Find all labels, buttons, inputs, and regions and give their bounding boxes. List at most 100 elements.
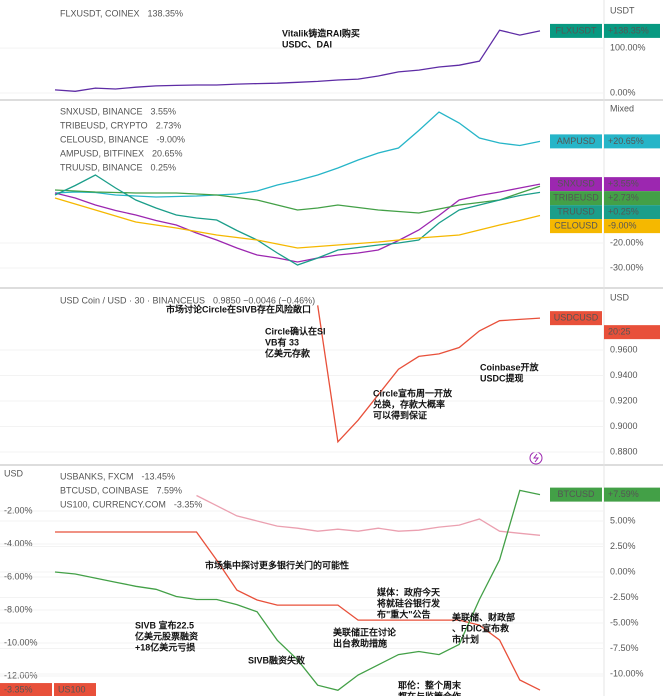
value-badge — [604, 487, 660, 502]
annotation: 、FDIC宣布救 — [452, 622, 510, 633]
name-badge — [550, 205, 602, 220]
axis-label: Mixed — [610, 103, 634, 113]
series-line — [54, 29, 541, 92]
badge-value: +20.65% — [608, 136, 644, 146]
annotation: 出台救助措施 — [333, 637, 387, 648]
name-badge — [550, 134, 602, 149]
axis-label: USD — [610, 292, 630, 302]
annotation: USDC、DAI — [282, 39, 332, 49]
y-tick-label: -10.00% — [4, 637, 38, 647]
annotation: 市场集中探讨更多银行关门的可能性 — [205, 559, 349, 570]
annotation: 都在与监管合作 — [397, 690, 461, 696]
legend-name: SNXUSD, BINANCE — [60, 106, 143, 116]
y-tick-label: -8.00% — [4, 604, 33, 614]
badge-name: AMPUSD — [557, 136, 596, 146]
badge-value: -3.35% — [4, 684, 33, 694]
annotation: 亿美元股票融资 — [135, 630, 198, 641]
price-badge — [0, 683, 52, 696]
alert-icon-bolt — [533, 453, 539, 463]
legend-name: FLXUSDT, COINEX — [60, 8, 140, 18]
y-tick-label: -12.00% — [4, 670, 38, 680]
annotation: 亿美元存款 — [265, 347, 311, 358]
annotation: Coinbase开放 — [480, 361, 540, 372]
annotation: SIVB融资失败 — [248, 654, 306, 665]
y-tick-label: -7.50% — [610, 643, 639, 653]
badge-value: +3.55% — [608, 179, 639, 189]
y-tick-label: 2.50% — [610, 541, 636, 551]
name-badge — [550, 177, 602, 192]
legend-value: 2.73% — [156, 120, 182, 130]
legend-value: -3.35% — [174, 499, 203, 509]
legend-value: 0.25% — [151, 162, 177, 172]
annotation: 市场讨论Circle在SIVB存在风险敞口 — [166, 303, 311, 314]
value-badge — [604, 177, 660, 192]
y-tick-label: 100.00% — [610, 43, 646, 53]
axis-label: USDT — [610, 5, 635, 15]
annotation: 可以得到保证 — [373, 409, 427, 420]
legend-name: CELOUSD, BINANCE — [60, 134, 149, 144]
badge-name: TRIBEUSD — [553, 193, 599, 203]
badge-value: +7.59% — [608, 489, 639, 499]
name-badge — [550, 219, 602, 234]
annotation: Circle确认在SI — [265, 325, 326, 336]
annotation: 兑换，存款大概率 — [373, 398, 445, 409]
legend-name: TRIBEUSD, CRYPTO — [60, 120, 148, 130]
legend-name: AMPUSD, BITFINEX — [60, 148, 144, 158]
value-badge — [604, 134, 660, 149]
value-badge — [604, 23, 660, 38]
y-tick-label: -10.00% — [610, 668, 644, 678]
y-tick-label: -20.00% — [610, 237, 644, 247]
y-tick-label: 0.8800 — [610, 446, 638, 456]
y-tick-label: -5.00% — [610, 617, 639, 627]
name-badge — [550, 487, 602, 502]
annotation: USDC提现 — [480, 372, 524, 383]
annotation: SIVB 宣布22.5 — [135, 619, 194, 630]
badge-value: +2.73% — [608, 193, 639, 203]
annotation: 美联储、财政部 — [452, 611, 515, 622]
annotation: 美联储正在讨论 — [333, 626, 397, 637]
y-tick-label: -4.00% — [4, 538, 33, 548]
name-badge — [550, 23, 602, 38]
value-badge — [604, 191, 660, 206]
legend-value: -9.00% — [157, 134, 186, 144]
legend-name: USBANKS, FXCM — [60, 471, 134, 481]
value-badge — [604, 219, 660, 234]
y-tick-label: 0.00% — [610, 566, 636, 576]
series-line — [196, 494, 541, 536]
annotation: 媒体：政府今天 — [376, 586, 441, 597]
badge-name: BTCUSD — [557, 489, 595, 499]
badge-name: FLXUSDT — [555, 25, 597, 35]
badge-value: 20:25 — [608, 327, 631, 337]
series-line — [54, 183, 541, 263]
annotation: Circle宣布周一开放 — [373, 387, 453, 398]
value-badge — [604, 325, 660, 340]
name-badge — [550, 311, 602, 326]
annotation: +18亿美元亏损 — [135, 641, 195, 652]
legend-value: 3.55% — [151, 106, 177, 116]
annotation: Vitalik铸造RAI购买 — [282, 27, 360, 38]
badge-name: TRUUSD — [557, 207, 595, 217]
annotation: 市计划 — [452, 633, 479, 644]
series-line — [317, 305, 541, 444]
y-tick-label: 0.9200 — [610, 395, 638, 405]
legend-value: 138.35% — [148, 8, 184, 18]
annotation: 耶伦：整个周末 — [398, 679, 462, 690]
y-tick-label: -2.00% — [4, 505, 33, 515]
y-tick-label: 0.00% — [610, 87, 636, 97]
series-line — [55, 531, 541, 691]
y-tick-label: -6.00% — [4, 571, 33, 581]
annotation: VB有 33 — [265, 336, 299, 347]
legend-value: 7.59% — [157, 485, 183, 495]
legend-name: USD Coin / USD · 30 · BINANCEUS — [60, 295, 205, 305]
y-tick-label: -2.50% — [610, 592, 639, 602]
y-tick-label: -30.00% — [610, 262, 644, 272]
annotation: 将就硅谷银行发 — [377, 597, 441, 608]
series-line — [54, 185, 541, 214]
series-line — [54, 197, 541, 249]
name-badge — [54, 683, 96, 696]
y-tick-label: 5.00% — [610, 515, 636, 525]
annotation: 布"重大"公告 — [376, 608, 431, 619]
legend-value: 20.65% — [152, 148, 183, 158]
